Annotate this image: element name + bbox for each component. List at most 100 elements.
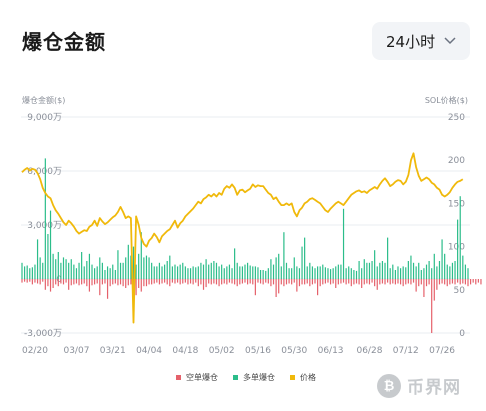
short-liquidation-bar — [278, 279, 280, 294]
short-liquidation-bar — [392, 279, 394, 284]
short-liquidation-bar — [21, 279, 23, 283]
long-liquidation-bar — [467, 268, 469, 279]
long-liquidation-bar — [138, 253, 140, 279]
long-liquidation-bar — [42, 262, 44, 279]
x-tick-label: 05/02 — [209, 346, 235, 356]
short-liquidation-bar — [418, 279, 420, 287]
long-liquidation-bar — [70, 259, 72, 279]
long-liquidation-bar — [65, 259, 67, 279]
short-liquidation-bar — [311, 279, 314, 285]
long-liquidation-bar — [143, 257, 145, 279]
short-liquidation-bar — [420, 279, 422, 285]
short-liquidation-bar — [166, 279, 168, 285]
x-tick-label: 04/04 — [136, 346, 162, 356]
short-liquidation-bar — [52, 279, 54, 288]
long-liquidation-bar — [140, 232, 142, 279]
long-liquidation-bar — [215, 262, 218, 279]
long-liquidation-bar — [104, 270, 106, 279]
long-liquidation-bar — [202, 264, 205, 279]
long-liquidation-bar — [392, 264, 394, 279]
short-liquidation-bar — [314, 279, 316, 284]
short-liquidation-bar — [293, 279, 295, 283]
short-liquidation-bar — [94, 279, 96, 285]
short-liquidation-bar — [288, 279, 290, 284]
short-liquidation-bar — [130, 279, 132, 285]
short-liquidation-bar — [371, 279, 373, 283]
short-liquidation-bar — [125, 279, 127, 288]
x-tick-label: 06/28 — [356, 346, 382, 356]
long-liquidation-bar — [332, 268, 334, 279]
long-liquidation-bar — [83, 266, 85, 279]
short-liquidation-bar — [109, 279, 111, 287]
long-liquidation-bar — [355, 270, 358, 279]
short-liquidation-bar — [337, 279, 339, 285]
long-liquidation-bar — [218, 266, 220, 279]
short-liquidation-bar — [239, 279, 241, 285]
long-liquidation-bar — [184, 266, 186, 279]
long-liquidation-bar — [298, 268, 301, 279]
short-liquidation-bar — [376, 279, 378, 290]
long-liquidation-bar — [407, 261, 409, 279]
long-liquidation-bar — [345, 268, 347, 279]
short-liquidation-bar — [283, 279, 285, 287]
short-liquidation-bar — [324, 279, 326, 284]
short-liquidation-bar — [285, 279, 288, 285]
short-liquidation-bar — [451, 279, 454, 284]
long-liquidation-bar — [288, 268, 290, 279]
short-liquidation-bar — [249, 279, 251, 284]
short-liquidation-bar — [368, 279, 371, 285]
long-liquidation-bar — [234, 248, 236, 279]
long-liquidation-bar — [353, 270, 355, 279]
time-range-select[interactable]: 24小时 — [372, 22, 470, 60]
long-liquidation-bar — [335, 266, 337, 279]
short-liquidation-bar — [156, 279, 158, 283]
long-liquidation-bar — [425, 264, 428, 279]
short-liquidation-bar — [257, 279, 259, 283]
long-liquidation-bar — [412, 262, 415, 279]
short-liquidation-bar — [353, 279, 355, 285]
long-liquidation-bar — [241, 266, 244, 279]
short-liquidation-bar — [182, 279, 184, 284]
short-liquidation-bar — [39, 279, 41, 285]
short-liquidation-bar — [449, 279, 451, 285]
x-tick-label: 04/18 — [172, 346, 198, 356]
long-liquidation-bar — [376, 266, 378, 279]
long-liquidation-bar — [153, 266, 155, 279]
liquidation-chart: 爆仓金额($) SOL价格($) 9,000万 6,000万 3,000万 0 -3,000… — [21, 95, 482, 356]
long-liquidation-bar — [91, 264, 93, 279]
short-liquidation-bar — [477, 279, 479, 283]
long-liquidation-bar — [78, 262, 80, 279]
long-liquidation-bar — [236, 262, 238, 279]
short-liquidation-bar — [423, 279, 425, 297]
long-liquidation-bar — [329, 269, 332, 279]
short-liquidation-bar — [70, 279, 72, 286]
legend-swatch-price — [290, 375, 295, 380]
short-liquidation-bar — [317, 279, 319, 296]
short-liquidation-bar — [236, 279, 238, 287]
short-liquidation-bar — [202, 279, 205, 290]
long-liquidation-bar — [109, 268, 111, 279]
short-liquidation-bar — [231, 279, 233, 284]
long-liquidation-bar — [387, 237, 389, 279]
bijie-logo-icon: ₿ — [377, 373, 401, 398]
long-liquidation-bar — [384, 262, 386, 279]
short-liquidation-bar — [358, 279, 360, 285]
short-liquidation-bar — [402, 279, 404, 287]
short-liquidation-bar — [81, 279, 83, 285]
long-liquidation-bar — [462, 255, 464, 279]
short-liquidation-bar — [412, 279, 415, 283]
long-liquidation-bar — [368, 262, 371, 279]
short-liquidation-bar — [135, 279, 137, 296]
short-liquidation-bar — [306, 279, 308, 284]
short-liquidation-bar — [55, 279, 57, 285]
right-tick-label: 100 — [448, 243, 465, 253]
long-liquidation-bar — [208, 264, 210, 279]
short-liquidation-bar — [280, 279, 282, 285]
short-liquidation-bar — [101, 279, 103, 285]
long-liquidation-bar — [161, 266, 163, 279]
short-liquidation-bar — [265, 279, 267, 283]
long-liquidation-bar — [428, 261, 430, 279]
short-liquidation-bar — [464, 279, 467, 285]
short-liquidation-bar — [122, 279, 124, 287]
long-liquidation-bar — [239, 266, 241, 279]
